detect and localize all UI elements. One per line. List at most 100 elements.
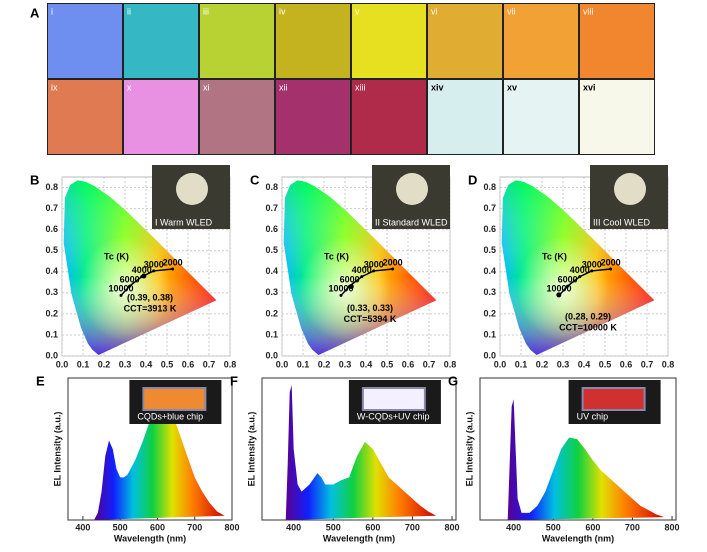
locus-label: 10000 xyxy=(546,284,571,294)
locus-label: 6000 xyxy=(120,274,140,284)
locus-label: 3000 xyxy=(144,259,164,269)
swatch xyxy=(276,80,350,154)
x-tick-label: 500 xyxy=(113,522,128,532)
x-tick-label: 700 xyxy=(625,522,640,532)
y-tick-label: 0.5 xyxy=(483,245,496,255)
swatch-label: xi xyxy=(203,82,210,92)
inset-label: I Warm WLED xyxy=(155,217,213,227)
x-tick-label: 0.0 xyxy=(494,359,507,369)
inset-label: II Standard WLED xyxy=(375,217,448,227)
x-tick-label: 0.7 xyxy=(641,359,654,369)
inset-lamp xyxy=(614,173,646,205)
locus-point xyxy=(566,284,570,288)
y-tick-label: 0.1 xyxy=(265,329,278,339)
x-tick-label: 800 xyxy=(445,522,460,532)
spectrum-area xyxy=(285,385,437,520)
swatch xyxy=(352,4,426,78)
swatch-label: xiii xyxy=(355,82,366,92)
x-tick-label: 800 xyxy=(665,522,680,532)
x-tick-label: 0.5 xyxy=(381,359,394,369)
locus-point xyxy=(372,269,376,273)
x-tick-label: 0.5 xyxy=(161,359,174,369)
x-tick-label: 600 xyxy=(585,522,600,532)
white-point xyxy=(556,292,562,298)
locus-point xyxy=(119,293,123,297)
swatch-label: iv xyxy=(279,6,286,16)
y-tick-label: 0.7 xyxy=(45,203,58,213)
annotation: CCT=10000 K xyxy=(559,322,617,332)
locus-label: 3000 xyxy=(582,259,602,269)
x-tick-label: 0.6 xyxy=(402,359,415,369)
swatch xyxy=(504,80,578,154)
tc-label: Tc (K) xyxy=(324,251,349,261)
x-tick-label: 0.1 xyxy=(515,359,528,369)
y-tick-label: 0.5 xyxy=(45,245,58,255)
swatch-label: viii xyxy=(583,6,594,16)
x-tick-label: 0.3 xyxy=(119,359,132,369)
inset-device xyxy=(361,387,426,411)
locus-label: 2000 xyxy=(601,257,621,267)
x-tick-label: 0.7 xyxy=(203,359,216,369)
swatch xyxy=(124,80,198,154)
x-tick-label: 0.2 xyxy=(318,359,331,369)
locus-label: 4000 xyxy=(352,265,372,275)
x-tick-label: 400 xyxy=(286,522,301,532)
locus-label: 6000 xyxy=(558,274,578,284)
x-axis-title: Wavelength (nm) xyxy=(542,533,614,543)
swatch-label: xvi xyxy=(583,82,596,92)
x-tick-label: 600 xyxy=(150,522,165,532)
inset-device xyxy=(142,387,207,411)
panel-label: A xyxy=(30,5,40,20)
x-tick-label: 0.0 xyxy=(56,359,69,369)
y-tick-label: 0.2 xyxy=(265,308,278,318)
x-tick-label: 0.1 xyxy=(297,359,310,369)
y-tick-label: 0.8 xyxy=(265,182,278,192)
tc-label: Tc (K) xyxy=(542,251,567,261)
y-tick-label: 0.0 xyxy=(265,350,278,360)
inset-label: UV chip xyxy=(577,411,609,421)
x-tick-label: 400 xyxy=(75,522,90,532)
swatch-label: x xyxy=(127,82,132,92)
locus-point xyxy=(578,275,582,279)
spectrum-area xyxy=(94,402,225,520)
panel-label: F xyxy=(230,373,238,388)
y-axis-title: EL Intensity (a.u.) xyxy=(246,412,256,487)
x-tick-label: 0.5 xyxy=(599,359,612,369)
x-tick-label: 0.2 xyxy=(98,359,111,369)
y-tick-label: 0.4 xyxy=(265,266,278,276)
swatch xyxy=(200,80,274,154)
inset-lamp xyxy=(176,173,208,205)
y-tick-label: 0.2 xyxy=(483,308,496,318)
locus-point xyxy=(339,293,343,297)
locus-point xyxy=(609,267,613,271)
x-tick-label: 0.0 xyxy=(276,359,289,369)
locus-label: 6000 xyxy=(340,274,360,284)
x-tick-label: 0.4 xyxy=(140,359,153,369)
swatch xyxy=(276,4,350,78)
swatch xyxy=(200,4,274,78)
inset-device xyxy=(581,387,646,411)
locus-label: 4000 xyxy=(570,265,590,275)
x-tick-label: 700 xyxy=(187,522,202,532)
swatch xyxy=(428,80,502,154)
x-tick-label: 0.6 xyxy=(182,359,195,369)
locus-label: 2000 xyxy=(163,257,183,267)
swatch-label: ix xyxy=(51,82,58,92)
swatch-label: vii xyxy=(507,6,516,16)
y-tick-label: 0.4 xyxy=(45,266,58,276)
spectrum-area xyxy=(507,399,665,520)
annotation: (0.39, 0.38) xyxy=(127,292,173,302)
x-tick-label: 0.1 xyxy=(77,359,90,369)
panel-label: B xyxy=(30,172,39,187)
y-tick-label: 0.6 xyxy=(483,224,496,234)
swatch xyxy=(48,80,122,154)
x-tick-label: 0.8 xyxy=(224,359,237,369)
y-tick-label: 0.8 xyxy=(483,182,496,192)
x-axis-title: Wavelength (nm) xyxy=(323,533,395,543)
x-tick-label: 0.3 xyxy=(557,359,570,369)
annotation: CCT=5394 K xyxy=(344,314,397,324)
locus-label: 4000 xyxy=(132,265,152,275)
locus-point xyxy=(128,284,132,288)
y-tick-label: 0.3 xyxy=(45,287,58,297)
